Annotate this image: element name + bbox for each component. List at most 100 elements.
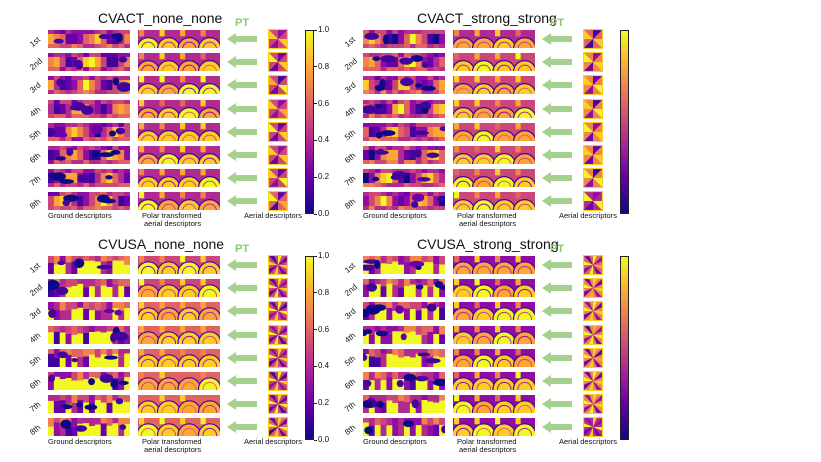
aerial-descriptor-tile	[583, 255, 603, 275]
row-label: 6th	[343, 376, 358, 391]
panel-title: CVACT_strong_strong	[417, 10, 557, 26]
ground-descriptor-tile	[48, 146, 130, 164]
row-label: 8th	[343, 423, 358, 438]
aerial-descriptor-tile	[268, 255, 288, 275]
aerial-descriptor-tile	[268, 301, 288, 322]
pt-arrow	[542, 282, 572, 295]
polar-descriptor-tile	[138, 279, 220, 298]
colorbar-tick-label: 0.0	[318, 209, 330, 218]
aerial-descriptor-tile	[583, 29, 603, 49]
aerial-descriptor-tile	[268, 324, 288, 345]
colorbar-tick	[314, 365, 317, 367]
row-label: 4th	[28, 330, 43, 345]
pt-arrow	[542, 305, 572, 318]
polar-descriptor-tile	[138, 418, 220, 437]
polar-descriptor-tile	[138, 146, 220, 164]
pt-arrow	[542, 125, 572, 138]
colorbar-tick	[314, 213, 317, 215]
polar-descriptor-tile	[138, 99, 220, 118]
row-label: 2nd	[343, 56, 360, 73]
pt-arrow	[542, 421, 572, 434]
polar-descriptor-tile	[453, 418, 535, 437]
colorbar-tick-label: 0.8	[318, 287, 330, 297]
pt-arrow	[227, 79, 257, 92]
ground-descriptor-tile	[363, 348, 445, 367]
ground-descriptor-tile	[48, 256, 130, 274]
pt-arrow	[542, 398, 572, 411]
pt-arrow	[542, 375, 572, 387]
panel-cvact-none: CVACT_none_none PT 1st 2nd 3rd 4th 5th 6th 7th 8t…	[28, 10, 330, 232]
panel-cvusa-none: CVUSA_none_none PT 1st 2nd 3rd 4th 5th 6th 7th 8t…	[28, 236, 330, 458]
pt-arrow	[542, 351, 572, 364]
polar-descriptor-tile	[453, 99, 535, 118]
polar-caption-line1: Polar transformed	[457, 436, 517, 446]
aerial-descriptor-tile	[583, 417, 603, 438]
ground-descriptor-tile	[48, 395, 130, 414]
ground-caption: Ground descriptors	[48, 210, 112, 220]
panel-title: CVUSA_none_none	[98, 236, 225, 252]
colorbar-tick	[314, 66, 317, 68]
pt-label: PT	[235, 17, 250, 29]
pt-arrow	[542, 195, 572, 208]
polar-descriptor-tile	[138, 348, 220, 367]
row-label: 3rd	[28, 306, 43, 322]
colorbar-tick	[314, 103, 317, 105]
row-label: 3rd	[28, 80, 43, 96]
pt-label: PT	[550, 243, 565, 255]
polar-descriptor-tile	[453, 169, 535, 188]
polar-descriptor-tile	[138, 122, 220, 141]
ground-descriptor-tile	[48, 53, 130, 72]
pt-arrow	[227, 305, 257, 318]
colorbar-tick-label: 0.8	[318, 61, 330, 71]
row-label: 6th	[28, 376, 43, 391]
aerial-descriptor-tile	[268, 75, 288, 96]
polar-descriptor-tile	[453, 30, 535, 48]
ground-descriptor-tile	[363, 302, 445, 321]
aerial-descriptor-tile	[583, 394, 603, 415]
aerial-descriptor-tile	[268, 278, 288, 299]
aerial-descriptor-tile	[583, 191, 603, 212]
ground-descriptor-tile	[48, 302, 130, 321]
row-label: 5th	[343, 353, 358, 368]
polar-descriptor-tile	[138, 192, 220, 211]
pt-arrow	[542, 33, 572, 45]
colorbar-tick	[314, 329, 317, 331]
ground-descriptor-tile	[363, 372, 445, 390]
row-label: 3rd	[343, 80, 358, 96]
pt-arrow	[227, 259, 257, 271]
colorbar-tick	[314, 439, 317, 441]
panel-cvusa-strong: CVUSA_strong_strong PT 1st 2nd 3rd 4th 5th 6th 7…	[343, 236, 645, 458]
polar-descriptor-tile	[453, 372, 535, 390]
pt-arrow	[227, 102, 257, 115]
ground-descriptor-tile	[363, 122, 445, 141]
aerial-descriptor-tile	[268, 394, 288, 415]
panel-cvact-strong: CVACT_strong_strong PT 1st 2nd 3rd 4th 5th 6th 7…	[343, 10, 645, 232]
ground-descriptor-tile	[363, 169, 445, 188]
row-label: 5th	[343, 127, 358, 142]
ground-descriptor-tile	[48, 372, 130, 390]
row-label: 2nd	[28, 56, 45, 73]
polar-descriptor-tile	[453, 76, 535, 95]
pt-arrow	[227, 328, 257, 341]
colorbar-tick	[314, 292, 317, 294]
ground-descriptor-tile	[363, 279, 445, 298]
ground-descriptor-tile	[363, 53, 445, 72]
ground-descriptor-tile	[363, 325, 445, 344]
polar-caption-line1: Polar transformed	[457, 210, 517, 220]
ground-descriptor-tile	[48, 325, 130, 344]
colorbar	[620, 30, 629, 214]
panel-title: CVACT_none_none	[98, 10, 223, 26]
ground-caption: Ground descriptors	[363, 436, 427, 446]
pt-arrow	[227, 149, 257, 161]
aerial-descriptor-tile	[583, 301, 603, 322]
colorbar-tick-label: 0.6	[318, 324, 330, 334]
aerial-caption: Aerial descriptors	[244, 436, 302, 446]
polar-descriptor-tile	[453, 146, 535, 164]
pt-arrow	[542, 172, 572, 185]
polar-descriptor-tile	[453, 192, 535, 211]
colorbar-tick-label: 0.4	[318, 361, 330, 371]
polar-caption-line1: Polar transformed	[142, 210, 202, 220]
pt-arrow	[542, 259, 572, 271]
pt-arrow	[542, 328, 572, 341]
